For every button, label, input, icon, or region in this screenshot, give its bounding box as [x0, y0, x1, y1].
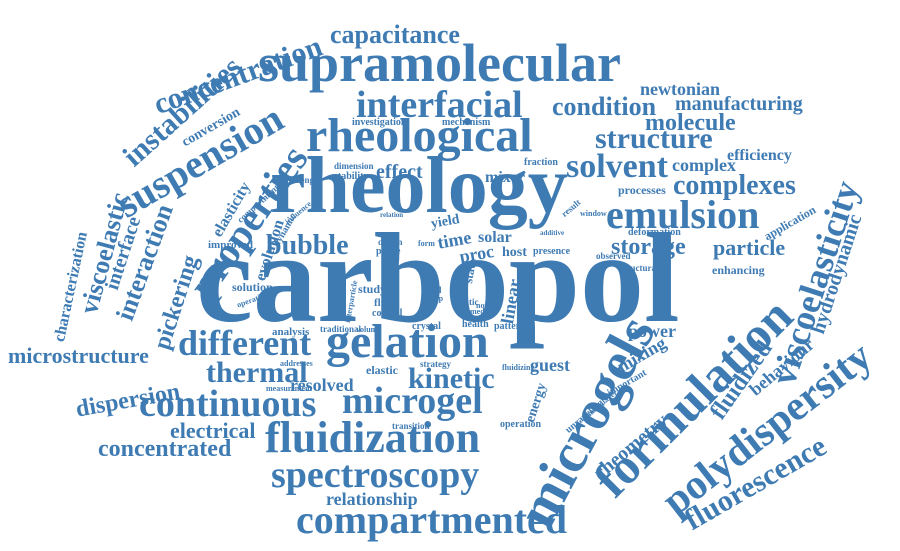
word-measurement: measurement: [266, 384, 313, 393]
word-rheological: rheological: [306, 109, 533, 162]
word-energy: energy: [523, 381, 550, 425]
word-processes: processes: [618, 183, 666, 197]
word-health: health: [462, 319, 489, 330]
word-deformation: deformation: [628, 227, 681, 238]
word-investigation: investigation: [352, 117, 407, 128]
word-design: design: [378, 237, 403, 247]
word-fluidization: fluidization: [265, 413, 481, 462]
word-host: host: [502, 245, 527, 260]
word-resolved: resolved: [290, 375, 354, 395]
word-addresses: addresses: [280, 359, 313, 368]
word-elastic: elastic: [366, 363, 398, 377]
word-bubble: bubble: [266, 230, 349, 261]
word-efficiency: efficiency: [727, 147, 792, 164]
word-observed: observed: [596, 251, 631, 261]
word-phase: phase: [376, 246, 401, 257]
word-guest: guest: [530, 355, 570, 375]
word-volume: volume: [356, 325, 381, 334]
word-structure: structure: [595, 122, 713, 155]
word-static: static: [458, 297, 479, 307]
word-complex: complex: [672, 155, 736, 175]
word-interfacial: interfacial: [356, 84, 523, 126]
word-fluidizing: fluidizing: [502, 363, 535, 372]
word-window: window: [580, 209, 607, 218]
word-emulsion: emulsion: [606, 192, 760, 237]
word-molecule: molecule: [645, 110, 736, 136]
word-strategy: strategy: [420, 359, 451, 369]
word-complexes: complexes: [673, 170, 796, 201]
word-novel: novel: [476, 301, 495, 310]
word-enhancing: enhancing: [712, 263, 765, 277]
word-challenge: challenge: [282, 175, 318, 185]
word-condition: condition: [552, 92, 657, 121]
word-fluid: fluid: [374, 297, 397, 309]
word-electrical: electrical: [170, 418, 256, 443]
word-solvent: solvent: [566, 148, 668, 185]
word-gel: gel: [424, 275, 438, 287]
word-effect: effect: [376, 161, 423, 183]
word-dimension: dimension: [334, 161, 374, 171]
word-continuous: continuous: [139, 383, 317, 425]
word-map: map: [428, 294, 444, 303]
word-transition: transition: [392, 421, 430, 431]
word-concentrated: concentrated: [98, 436, 232, 462]
word-crystal: crystal: [412, 321, 441, 332]
word-power: power: [628, 321, 676, 341]
word-storage: storage: [611, 234, 686, 260]
word-supramolecular: supramolecular: [258, 33, 621, 93]
word-thermal: thermal: [206, 356, 308, 389]
word-form: form: [418, 239, 435, 248]
word-traditional: traditional: [320, 324, 362, 334]
word-newtonian: newtonian: [640, 79, 721, 99]
word-analysis: analysis: [272, 326, 310, 338]
word-mechanism: mechanism: [442, 117, 491, 128]
word-improved: improved: [208, 239, 254, 251]
word-relation: relation: [380, 211, 404, 219]
word-capacitance: capacitance: [330, 20, 460, 49]
word-relationship: relationship: [326, 489, 418, 509]
word-different: different: [178, 323, 312, 363]
word-pattern: pattern: [494, 321, 526, 332]
word-presence: presence: [533, 246, 571, 257]
word-fraction: fraction: [524, 157, 558, 168]
word-stability: stability: [334, 171, 369, 182]
word-operation: operation: [500, 419, 542, 430]
word-mixer: mixer: [485, 169, 525, 186]
word-control: control: [372, 308, 403, 319]
word-kinetic: kinetic: [408, 362, 495, 395]
word-solution: solution: [232, 280, 273, 294]
word-compartmented: compartmented: [296, 497, 568, 542]
word-spectroscopy: spectroscopy: [271, 454, 480, 496]
word-particle: particle: [713, 235, 786, 260]
word-gelation: gelation: [326, 315, 489, 368]
word-final: final: [424, 285, 442, 295]
word-microgel: microgel: [342, 380, 483, 422]
word-microstructure: microstructure: [8, 343, 149, 368]
word-manufacturing: manufacturing: [675, 93, 803, 115]
word-structural: structural: [620, 263, 659, 273]
word-rheology: rheology: [270, 142, 568, 230]
word-media: media: [470, 307, 491, 316]
word-carbopol: carbopol: [196, 207, 680, 349]
word-solar: solar: [478, 229, 512, 246]
word-study: study: [358, 282, 387, 296]
word-additive: additive: [540, 229, 565, 237]
